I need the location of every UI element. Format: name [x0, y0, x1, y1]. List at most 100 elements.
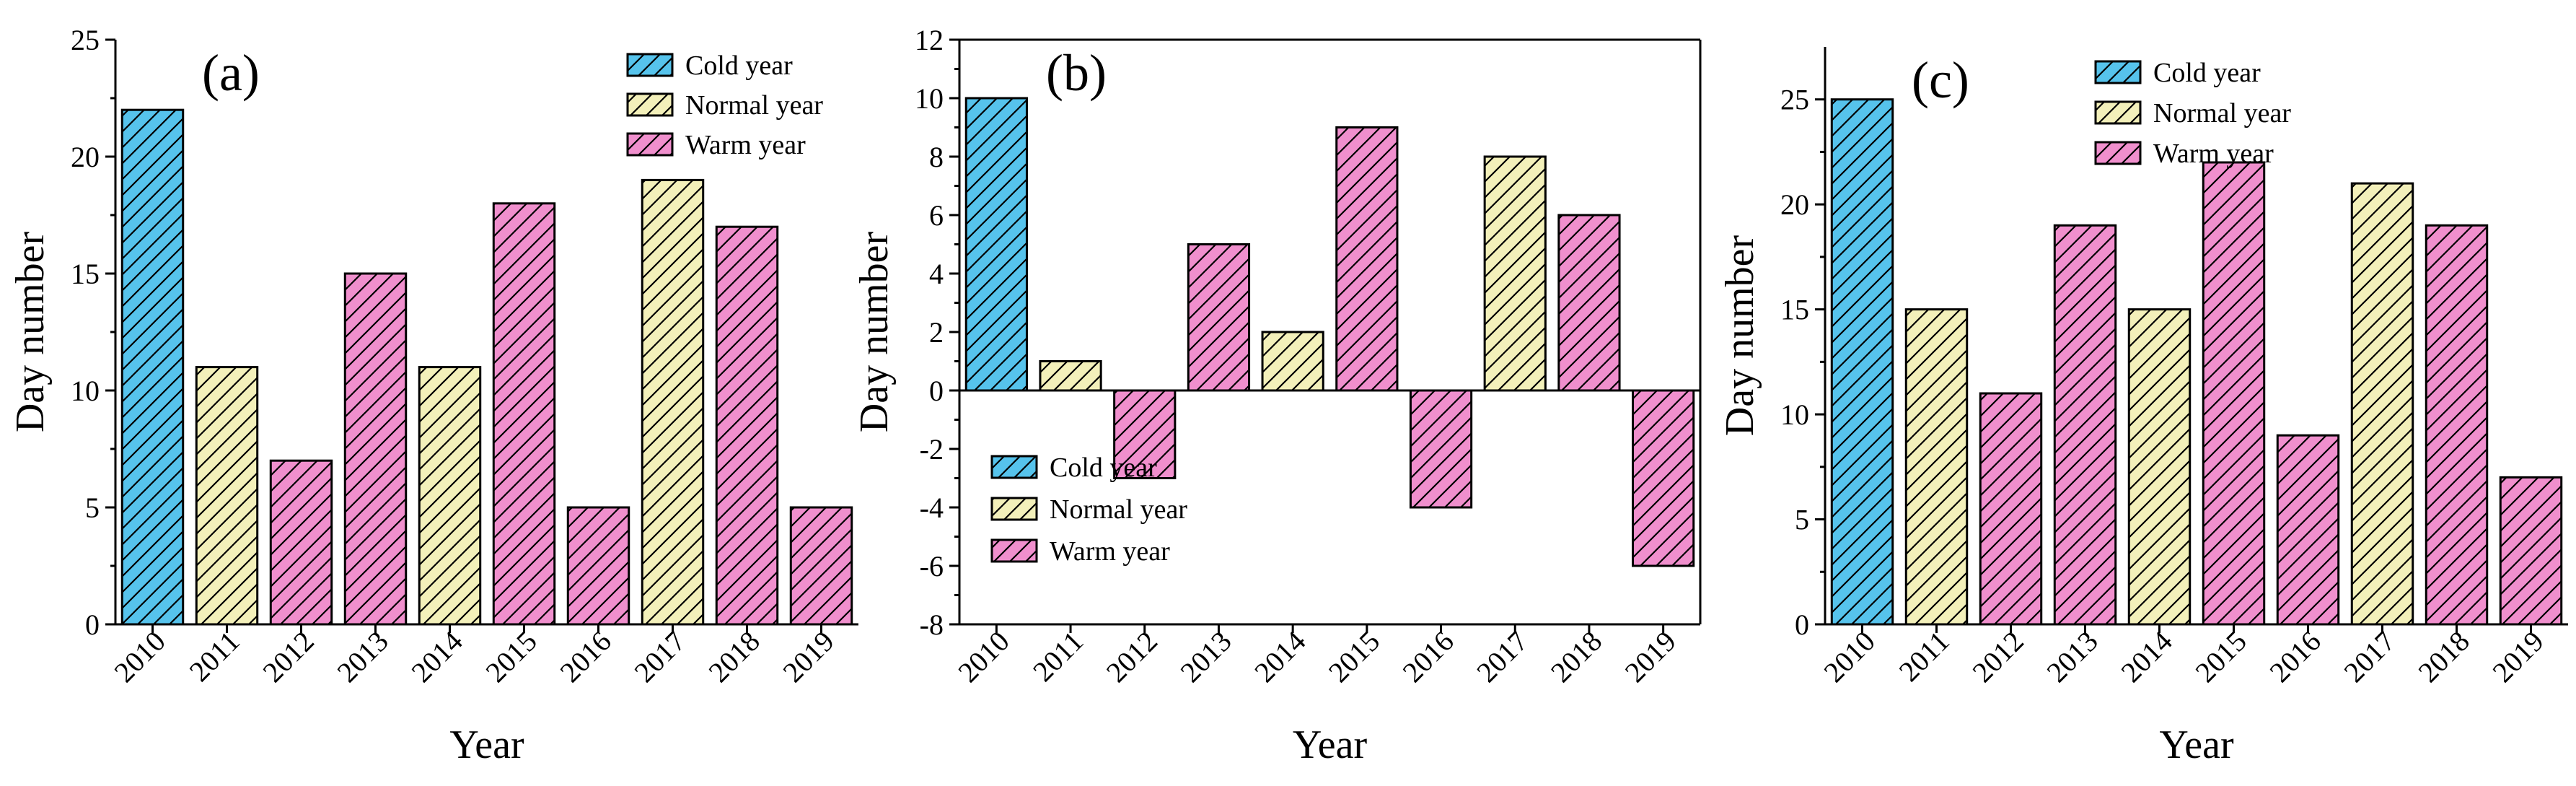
- bar-2015: [2202, 161, 2266, 626]
- bar-2015: [492, 202, 556, 626]
- y-tick-label: 20: [71, 141, 100, 173]
- bar-2019: [1632, 389, 1695, 567]
- bar-outline: [2350, 182, 2414, 626]
- y-tick-label: -4: [920, 492, 944, 524]
- legend-label-normal: Normal year: [685, 90, 823, 121]
- x-tick-label: 2014: [405, 625, 468, 689]
- x-axis-title: Year: [1293, 722, 1368, 767]
- bar-2011: [195, 366, 259, 626]
- bar-2013: [1187, 243, 1251, 392]
- y-tick-label: 25: [71, 24, 100, 56]
- x-tick-label: 2013: [1174, 625, 1237, 689]
- x-tick-label: 2017: [2337, 625, 2401, 689]
- y-tick-label: 0: [85, 608, 100, 641]
- x-tick-label: 2016: [2263, 625, 2326, 689]
- legend: Cold year Normal year Warm year: [2094, 58, 2291, 169]
- bar-2010: [964, 97, 1028, 392]
- y-tick-label: 6: [929, 199, 944, 232]
- y-tick-label: -2: [920, 433, 944, 466]
- y-tick-label: 15: [1780, 294, 1809, 326]
- legend-swatch-warm: [2094, 141, 2142, 165]
- legend-label-normal: Normal year: [1050, 494, 1187, 525]
- bar-2018: [2425, 224, 2489, 626]
- bar-2018: [715, 225, 779, 626]
- bar-outline: [120, 108, 185, 626]
- y-tick-label: 5: [85, 492, 100, 524]
- x-tick-label: 2012: [256, 625, 320, 689]
- legend-swatch-outline: [990, 538, 1038, 563]
- legend-swatch-cold: [2094, 60, 2142, 84]
- bar-2016: [1409, 389, 1473, 509]
- bar-2012: [1979, 392, 2043, 626]
- bar-2011: [1904, 308, 1969, 626]
- bar-2018: [1557, 214, 1621, 392]
- legend-label-cold: Cold year: [685, 51, 793, 81]
- x-tick-label: 2012: [1100, 625, 1164, 689]
- bar-outline: [2425, 224, 2489, 626]
- x-tick-label: 2013: [330, 625, 394, 689]
- bar-2013: [2053, 224, 2117, 626]
- y-tick-label: 10: [1780, 398, 1809, 431]
- bar-outline: [1830, 98, 1894, 626]
- legend-label-warm: Warm year: [1050, 536, 1170, 567]
- x-tick-label: 2019: [776, 625, 840, 689]
- bar-2012: [1113, 389, 1177, 479]
- bar-2017: [641, 178, 705, 626]
- bar-outline: [715, 225, 779, 626]
- bar-2010: [120, 108, 185, 626]
- x-tick-label: 2014: [1248, 625, 1311, 689]
- bar-outline: [2127, 308, 2192, 626]
- x-tick-label: 2018: [1544, 625, 1608, 689]
- legend-swatch-normal: [2094, 100, 2142, 125]
- bar-2017: [1483, 155, 1547, 392]
- x-tick-label: 2019: [2486, 625, 2549, 689]
- bar-outline: [566, 506, 630, 626]
- x-tick-label: 2017: [1470, 625, 1534, 689]
- bar-outline: [1039, 360, 1102, 392]
- y-tick-label: 2: [929, 316, 944, 349]
- bar-2019: [789, 506, 853, 626]
- bar-outline: [964, 97, 1028, 392]
- y-tick-label: 12: [915, 24, 944, 56]
- bar-2014: [418, 366, 482, 626]
- legend-label-cold: Cold year: [1050, 453, 1157, 483]
- bar-outline: [343, 272, 408, 626]
- bar-2017: [2350, 182, 2414, 626]
- legend: Cold year Normal year Warm year: [626, 51, 823, 160]
- bar-2011: [1039, 360, 1102, 392]
- x-tick-label: 2010: [107, 625, 171, 689]
- bar-outline: [1409, 389, 1473, 509]
- bar-outline: [1557, 214, 1621, 392]
- y-axis-title: Day number: [8, 231, 53, 432]
- x-tick-label: 2015: [1322, 625, 1386, 689]
- bar-outline: [269, 459, 333, 626]
- legend-swatch-outline: [2094, 141, 2142, 165]
- legend-swatch-warm: [626, 132, 674, 157]
- bar-outline: [1113, 389, 1177, 479]
- x-tick-label: 2017: [628, 625, 691, 689]
- y-tick-label: 15: [71, 258, 100, 290]
- legend-swatch-outline: [626, 53, 674, 77]
- legend-label-warm: Warm year: [2153, 139, 2274, 169]
- x-axis-title: Year: [449, 722, 524, 767]
- legend-swatch-outline: [2094, 100, 2142, 125]
- y-tick-label: 20: [1780, 188, 1809, 221]
- x-tick-label: 2015: [2189, 625, 2252, 689]
- panel-label: (b): [1046, 44, 1107, 102]
- x-tick-label: 2018: [702, 625, 765, 689]
- bar-2019: [2499, 476, 2563, 626]
- x-tick-label: 2010: [1817, 625, 1881, 689]
- bar-2013: [343, 272, 408, 626]
- legend-swatch-normal: [626, 92, 674, 117]
- y-tick-label: 8: [929, 141, 944, 173]
- bar-outline: [641, 178, 705, 626]
- x-tick-label: 2015: [479, 625, 542, 689]
- panel-label: (c): [1912, 51, 1969, 109]
- x-tick-label: 2016: [553, 625, 617, 689]
- panel-label: (a): [202, 44, 260, 102]
- x-tick-label: 2014: [2114, 625, 2178, 689]
